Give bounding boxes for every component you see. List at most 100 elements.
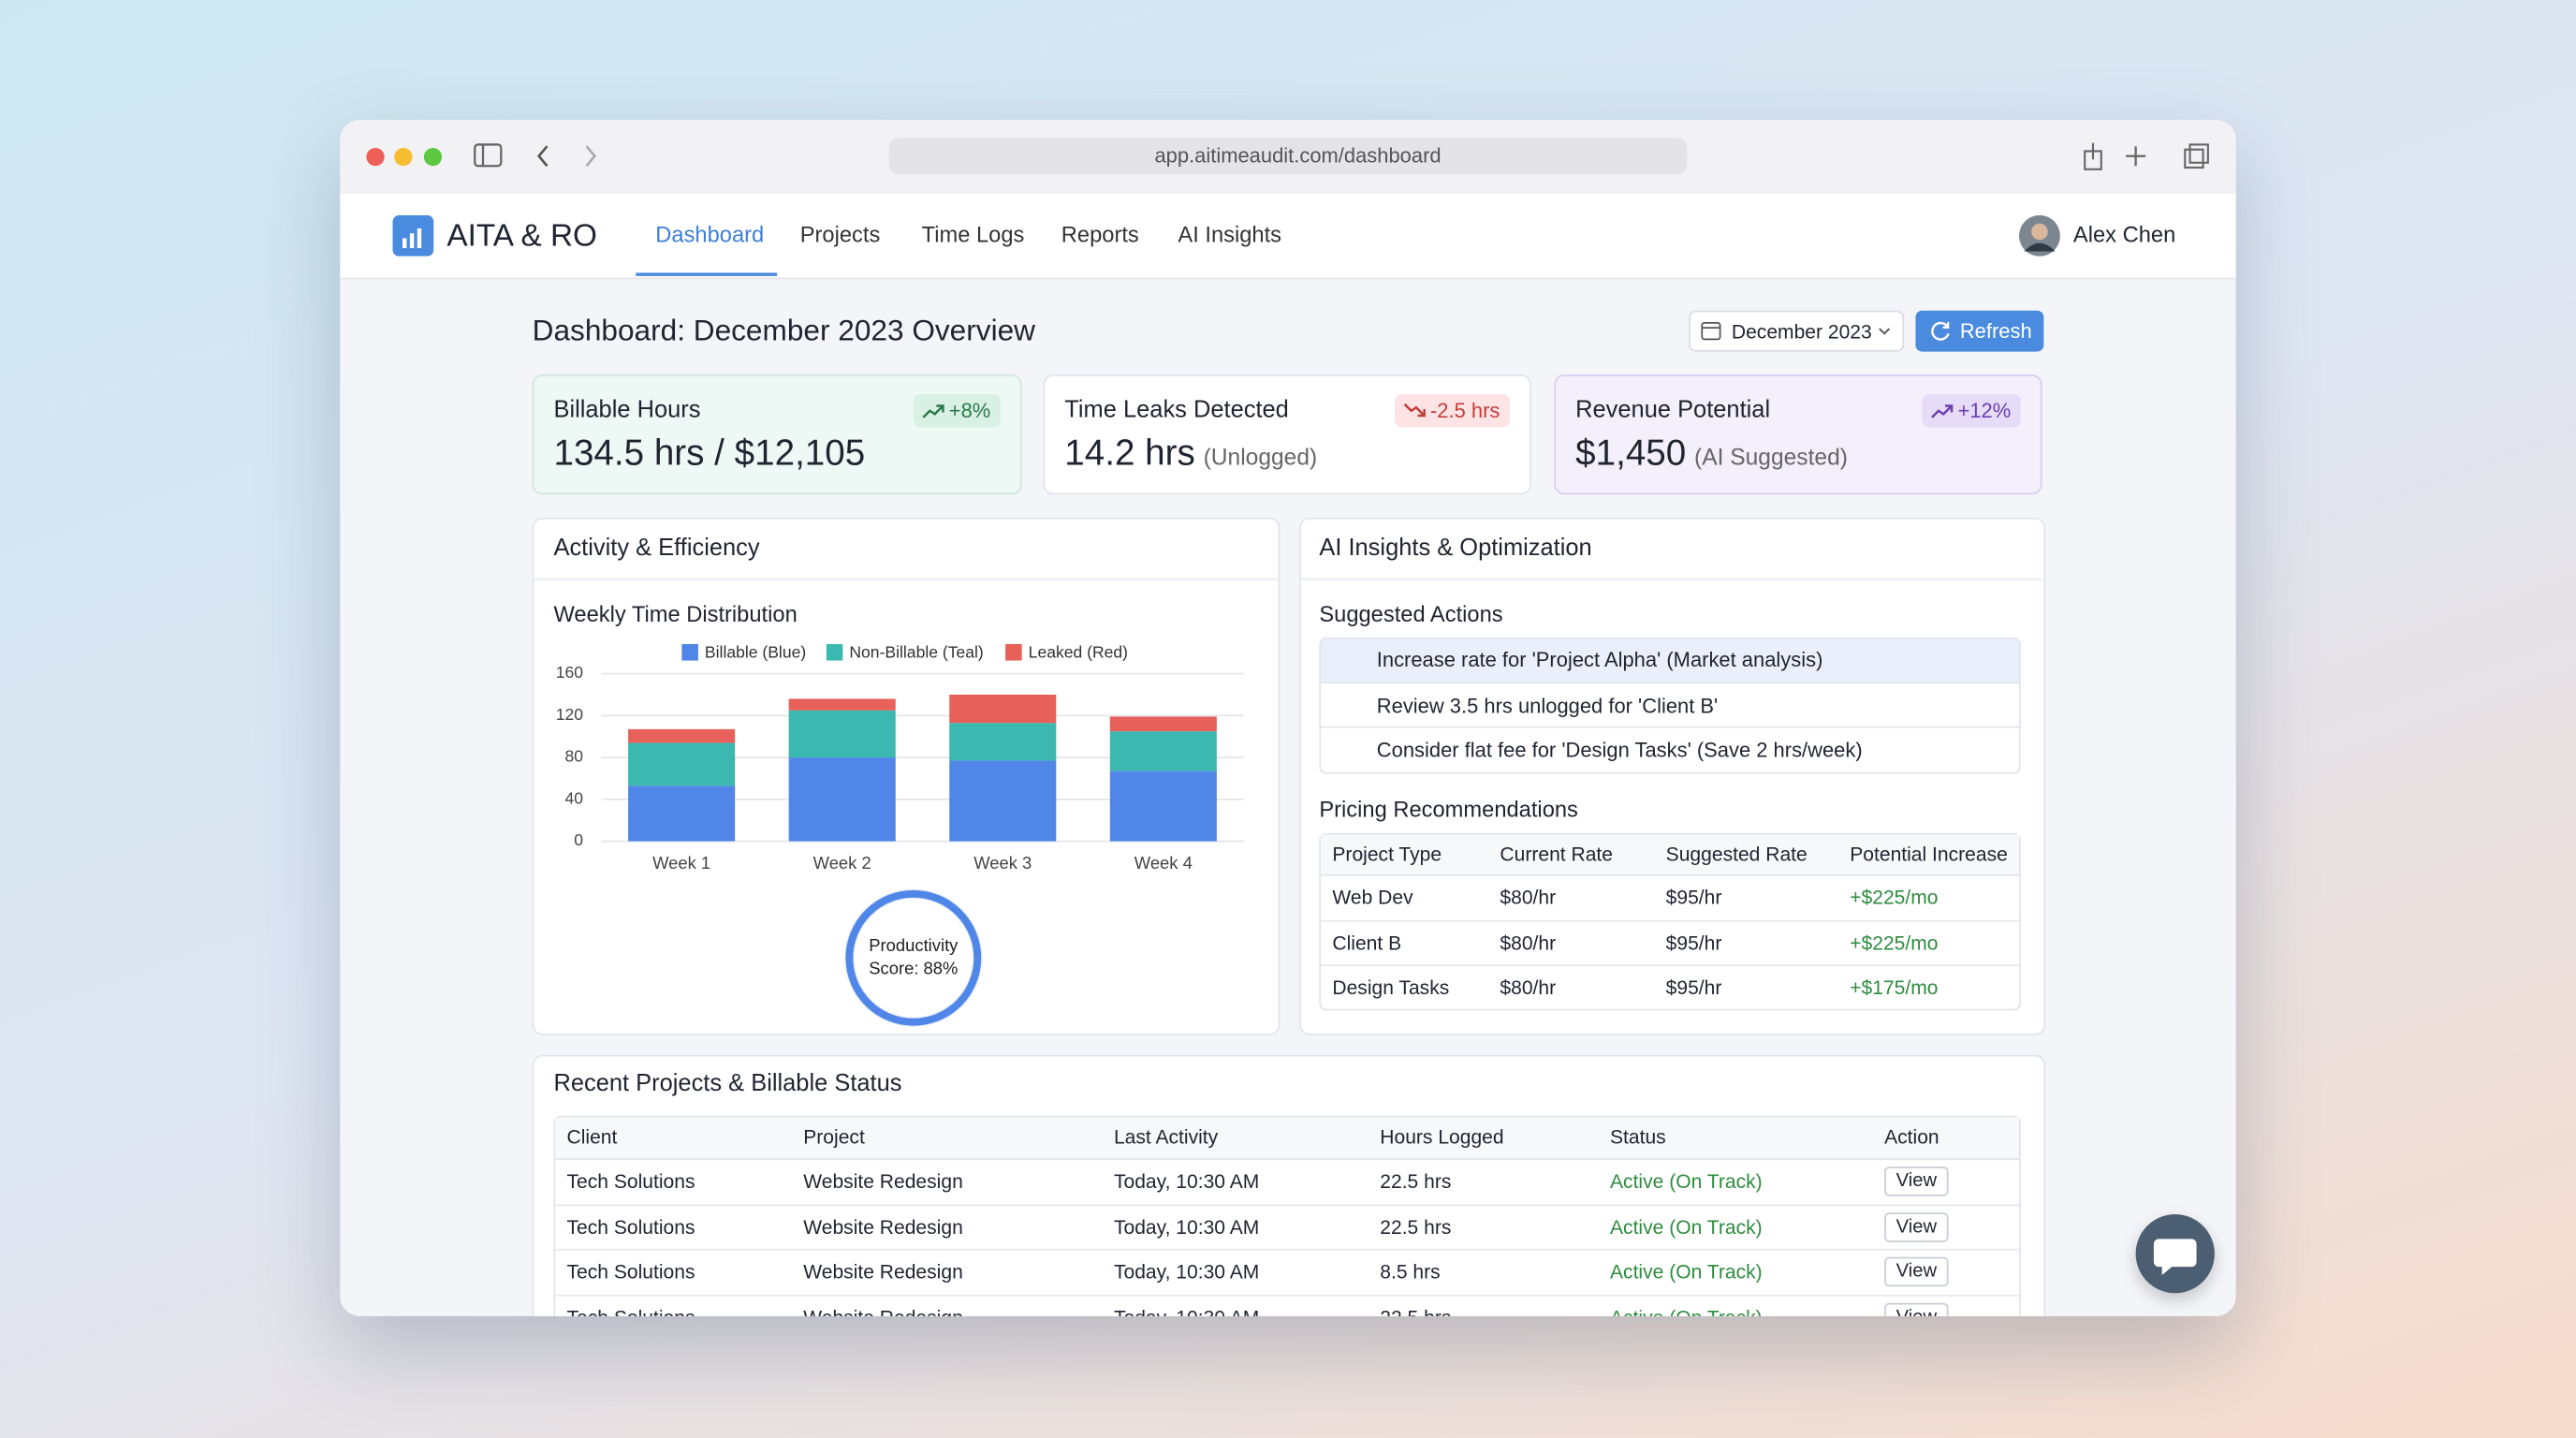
table-cell: $95/hr xyxy=(1665,885,1722,909)
kpi-badge: +12% xyxy=(1921,394,2021,428)
table-cell: Active (On Track) xyxy=(1609,1169,1763,1194)
legend-swatch xyxy=(826,643,843,661)
column-header: Client xyxy=(566,1125,618,1149)
row-divider xyxy=(555,1294,2020,1296)
kpi-value: $1,450 xyxy=(1575,432,1687,474)
action-text: Consider flat fee for 'Design Tasks' (Sa… xyxy=(1376,739,1863,762)
column-header: Suggested Rate xyxy=(1665,843,1808,866)
view-button[interactable]: View xyxy=(1884,1256,1949,1287)
bar-segment xyxy=(788,710,896,758)
kpi-note: (AI Suggested) xyxy=(1694,443,1848,470)
row-divider xyxy=(555,1203,2020,1206)
nav-item[interactable]: Time Logs xyxy=(921,222,1025,247)
productivity-label: Score: 88% xyxy=(869,958,958,977)
view-button[interactable]: View xyxy=(1884,1301,1949,1316)
trend-icon xyxy=(1403,403,1426,418)
page-title: Dashboard: December 2023 Overview xyxy=(532,314,1035,347)
view-button[interactable]: View xyxy=(1884,1167,1949,1196)
action-row[interactable] xyxy=(1319,637,2021,683)
user-name[interactable]: Alex Chen xyxy=(2072,222,2176,247)
brand: AITA & RO xyxy=(446,219,598,255)
nav-item[interactable]: Dashboard xyxy=(655,222,765,247)
chat-button[interactable] xyxy=(2135,1214,2215,1294)
table-cell: Web Dev xyxy=(1332,885,1413,909)
date-picker[interactable] xyxy=(1689,310,1905,352)
kpi-badge: -2.5 hrs xyxy=(1394,394,1510,428)
refresh-icon xyxy=(1931,321,1950,341)
x-tick-label: Week 4 xyxy=(1134,853,1193,873)
productivity-ring-fill xyxy=(845,889,982,1026)
nav-item[interactable]: AI Insights xyxy=(1178,222,1282,247)
action-text: Increase rate for 'Project Alpha' (Marke… xyxy=(1376,648,1823,672)
chart: 0 40 80 120 160 Billable (Blue) Non-Billable (… xyxy=(556,642,1359,1027)
card-title: Recent Projects & Billable Status xyxy=(553,1070,902,1097)
x-tick-label: Week 3 xyxy=(973,853,1032,873)
table-cell: Today, 10:30 AM xyxy=(1114,1307,1259,1316)
table-cell: +$225/mo xyxy=(1850,931,1939,955)
table-cell: 8.5 hrs xyxy=(1380,1260,1441,1284)
toolbar-icons[interactable] xyxy=(468,139,616,172)
pricing-table xyxy=(1319,832,2021,1011)
view-button[interactable]: View xyxy=(1884,1211,1949,1241)
url: app.aitimeaudit.com/dashboard xyxy=(1154,144,1442,168)
table-cell: 22.5 hrs xyxy=(1380,1307,1451,1316)
maximize-button[interactable] xyxy=(423,147,443,167)
bar-segment xyxy=(628,742,736,786)
table-cell: Tech Solutions xyxy=(566,1169,695,1194)
table-cell: 22.5 hrs xyxy=(1380,1214,1452,1239)
table-cell: Design Tasks xyxy=(1332,976,1450,1000)
table-cell: $80/hr xyxy=(1500,885,1557,909)
table-cell: $80/hr xyxy=(1500,931,1557,955)
table-cell: Tech Solutions xyxy=(566,1214,695,1239)
table-cell: Tech Solutions xyxy=(567,1307,695,1316)
projects-table xyxy=(553,1115,2021,1316)
column-header: Hours Logged xyxy=(1380,1125,1504,1149)
minimize-button[interactable] xyxy=(394,147,413,167)
row-divider xyxy=(555,1248,2020,1251)
nav-item[interactable]: Projects xyxy=(799,222,881,247)
kpi-label: Revenue Potential xyxy=(1575,397,1771,424)
bar-segment xyxy=(949,694,1057,724)
divider xyxy=(534,578,1277,580)
card-title: AI Insights & Optimization xyxy=(1319,535,1592,562)
refresh-button[interactable] xyxy=(1915,310,2044,352)
legend-swatch xyxy=(1005,643,1022,661)
row-divider xyxy=(1321,919,2020,922)
table-cell: Website Redesign xyxy=(803,1169,963,1194)
chart-title: Weekly Time Distribution xyxy=(553,601,798,627)
avatar[interactable] xyxy=(2019,214,2060,257)
bar-segment xyxy=(1109,770,1217,842)
legend-label: Non-Billable (Teal) xyxy=(849,642,983,661)
bar-segment xyxy=(628,728,736,743)
trend-icon xyxy=(921,404,944,418)
table-cell: $95/hr xyxy=(1665,931,1722,955)
kpi-badge: +8% xyxy=(913,394,1001,428)
address-bar[interactable] xyxy=(888,138,1688,175)
kpi-value: 14.2 hrs xyxy=(1064,432,1195,474)
productivity-label: Productivity xyxy=(869,935,959,955)
browser-window: app.aitimeaudit.com/dashboard AITA & RO … xyxy=(340,120,2236,1316)
section-title: Suggested Actions xyxy=(1319,601,1503,627)
chat-icon xyxy=(2153,1239,2197,1275)
nav-item[interactable]: Reports xyxy=(1061,222,1139,247)
action-text: Review 3.5 hrs unlogged for 'Client B' xyxy=(1376,694,1719,717)
table-cell: Tech Solutions xyxy=(566,1260,695,1284)
refresh-label: Refresh xyxy=(1959,319,2032,344)
kpi-value: 134.5 hrs / $12,105 xyxy=(553,432,866,474)
bar-segment xyxy=(1109,731,1217,771)
close-button[interactable] xyxy=(366,147,385,167)
bar-segment xyxy=(1109,716,1217,732)
date-picker-label: December 2023 xyxy=(1731,320,1872,344)
x-tick-label: Week 2 xyxy=(813,853,871,873)
y-tick-label: 40 xyxy=(565,788,584,807)
window-actions[interactable] xyxy=(2076,139,2217,172)
bar-segment xyxy=(788,698,896,711)
legend-label: Leaked (Red) xyxy=(1029,642,1128,661)
action-row[interactable] xyxy=(1319,727,2021,773)
section-title: Pricing Recommendations xyxy=(1319,797,1578,822)
app-nav xyxy=(340,194,2236,280)
table-header-bg xyxy=(555,1117,2020,1161)
action-row[interactable] xyxy=(1319,682,2021,728)
kpi-label: Time Leaks Detected xyxy=(1064,397,1289,424)
